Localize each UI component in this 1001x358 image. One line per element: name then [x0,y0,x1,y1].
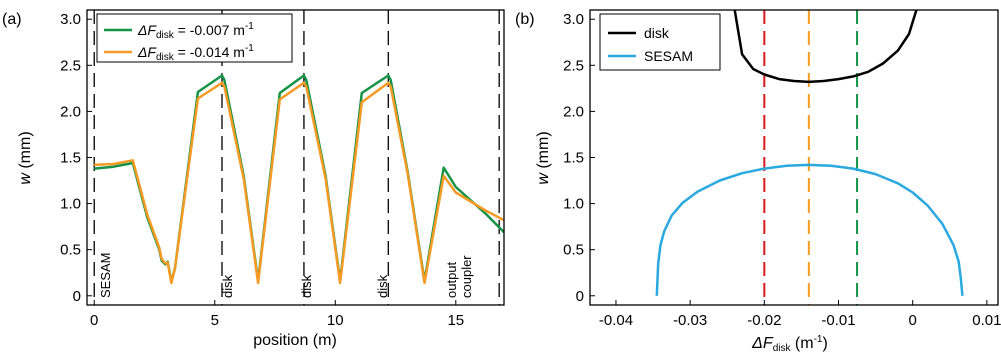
panel-b-ytick-label: 2.5 [563,57,584,74]
panel-b-xtick-label: -0.04 [599,312,633,329]
panel-a-ticks: 0 5 10 15 0 0.5 1.0 1.5 2.0 2.5 3.0 [60,11,464,329]
panel-a-xtick-label: 15 [447,312,464,329]
panel-b-ytick-label: 0.5 [563,242,584,259]
legend-label-series-2: ΔFdisk = -0.014 m-1 [137,43,254,63]
panel-a-xtick-label: 5 [211,312,219,329]
panel-a-frame [86,9,505,306]
panel-b-label: (b) [515,11,535,28]
panel-a-marker-labels: SESAM disk disk disk outputcoupler [98,252,474,298]
marker-label-disk-3: disk [375,274,390,298]
panel-a-ylabel: w (mm) [17,131,34,184]
panel-b-ylabel: w (mm) [535,131,552,184]
panel-b-marks [655,10,964,305]
panel-a-xtick-label: 10 [327,312,344,329]
panel-b-xtick-label: -0.02 [747,312,781,329]
legend-label-series-1: ΔFdisk = -0.007 m-1 [137,21,254,41]
panel-b-xtick-label: -0.03 [673,312,707,329]
panel-b-series-1-line [733,10,918,84]
panel-a-xtick-label: 0 [90,312,98,329]
marker-label-output-coupler: outputcoupler [444,255,474,298]
panel-b-legend-box [599,13,721,71]
panel-b-xtick-label: 0.01 [972,312,1001,329]
panel-a-legend: ΔFdisk = -0.007 m-1 ΔFdisk = -0.014 m-1 [96,13,293,63]
panel-b-plot-area [655,10,964,305]
legend-label-disk: disk [644,25,670,41]
panel-b-legend: disk SESAM [599,13,721,71]
panel-a-label: (a) [2,11,22,28]
panel-b-ytick-label: 1.5 [563,150,584,167]
panel-a-ytick-label: 1.5 [60,150,81,167]
panel-a-xlabel: position (m) [253,332,337,349]
panel-b-ytick-label: 1.0 [563,196,584,213]
panel-b: (b) -0.04 -0.03 -0.02 -0.01 0 0.01 0 0.5 1.0 1.5 2… [515,9,1001,354]
panel-b-series-2-line [655,163,964,296]
panel-a-ylabel-var: w [17,172,34,185]
panel-a-ylabel-unit: (mm) [17,131,34,173]
panel-b-xlabel: ΔFdisk (m-1) [751,334,828,354]
legend-label-sesam: SESAM [644,48,693,64]
panel-b-frame [589,9,999,306]
panel-a-legend-box [96,13,293,63]
panel-b-xtick-label: 0 [909,312,917,329]
panel-b-ytick-label: 2.0 [563,103,584,120]
panel-b-ticks: -0.04 -0.03 -0.02 -0.01 0 0.01 0 0.5 1.0 1.5 2.0 2.… [563,11,1001,329]
panel-a-series-2-line [94,81,505,285]
panel-a-ytick-label: 0 [73,288,81,305]
marker-label-disk-2: disk [299,274,314,298]
panel-a-ytick-label: 3.0 [60,11,81,28]
panel-a-ytick-label: 2.5 [60,57,81,74]
marker-label-disk-1: disk [220,274,235,298]
panel-b-ytick-label: 3.0 [563,11,584,28]
panel-a-marks [93,10,505,305]
panel-b-ytick-label: 0 [576,288,584,305]
panel-a-ytick-label: 0.5 [60,242,81,259]
panel-a-ytick-label: 1.0 [60,196,81,213]
marker-label-sesam: SESAM [98,252,113,298]
panel-a: (a) 0 5 10 15 0 0.5 1.0 1.5 2.0 2.5 3.0 position (… [2,9,505,349]
panel-b-xtick-label: -0.01 [821,312,855,329]
panel-a-ytick-label: 2.0 [60,103,81,120]
